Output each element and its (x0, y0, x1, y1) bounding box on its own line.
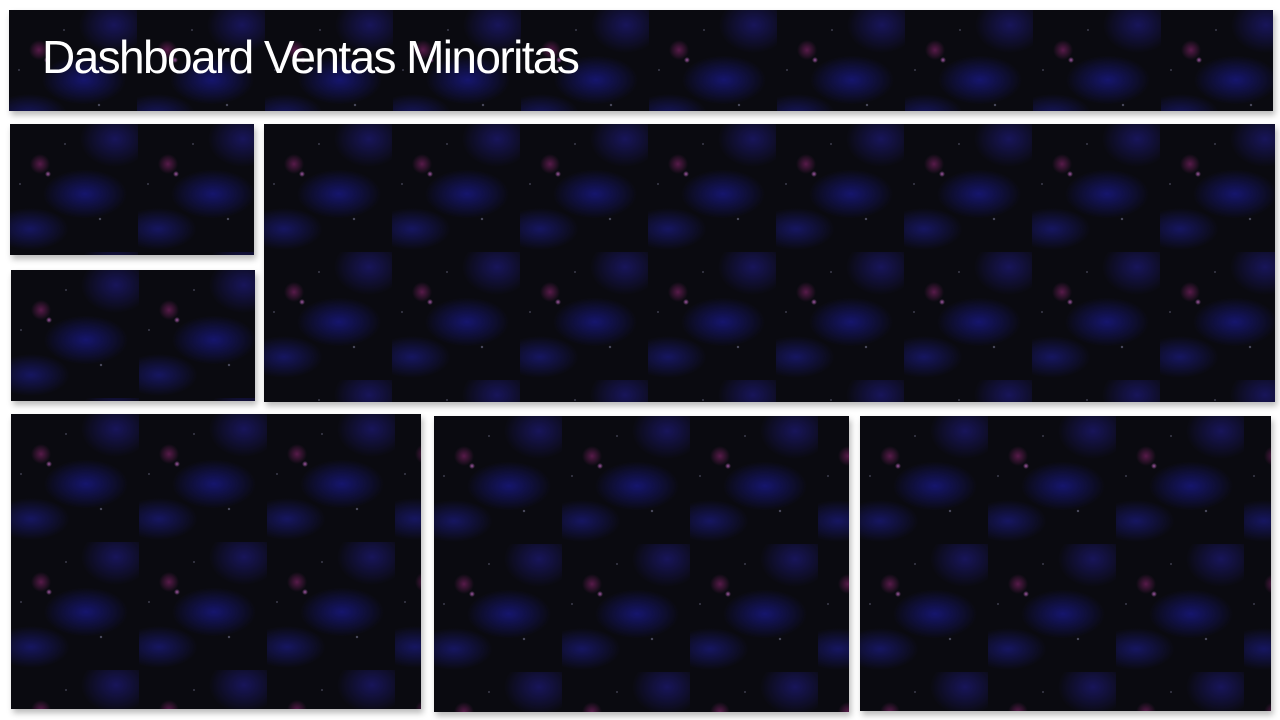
bottom-panel-3 (860, 416, 1271, 711)
kpi-card-2 (11, 270, 255, 401)
main-chart-panel (264, 124, 1275, 402)
page-title: Dashboard Ventas Minoritas (42, 31, 580, 83)
bottom-panel-2 (434, 416, 849, 712)
bottom-panel-1 (11, 414, 421, 709)
kpi-card-1 (10, 124, 254, 255)
header-banner: Dashboard Ventas Minoritas (9, 10, 1273, 111)
